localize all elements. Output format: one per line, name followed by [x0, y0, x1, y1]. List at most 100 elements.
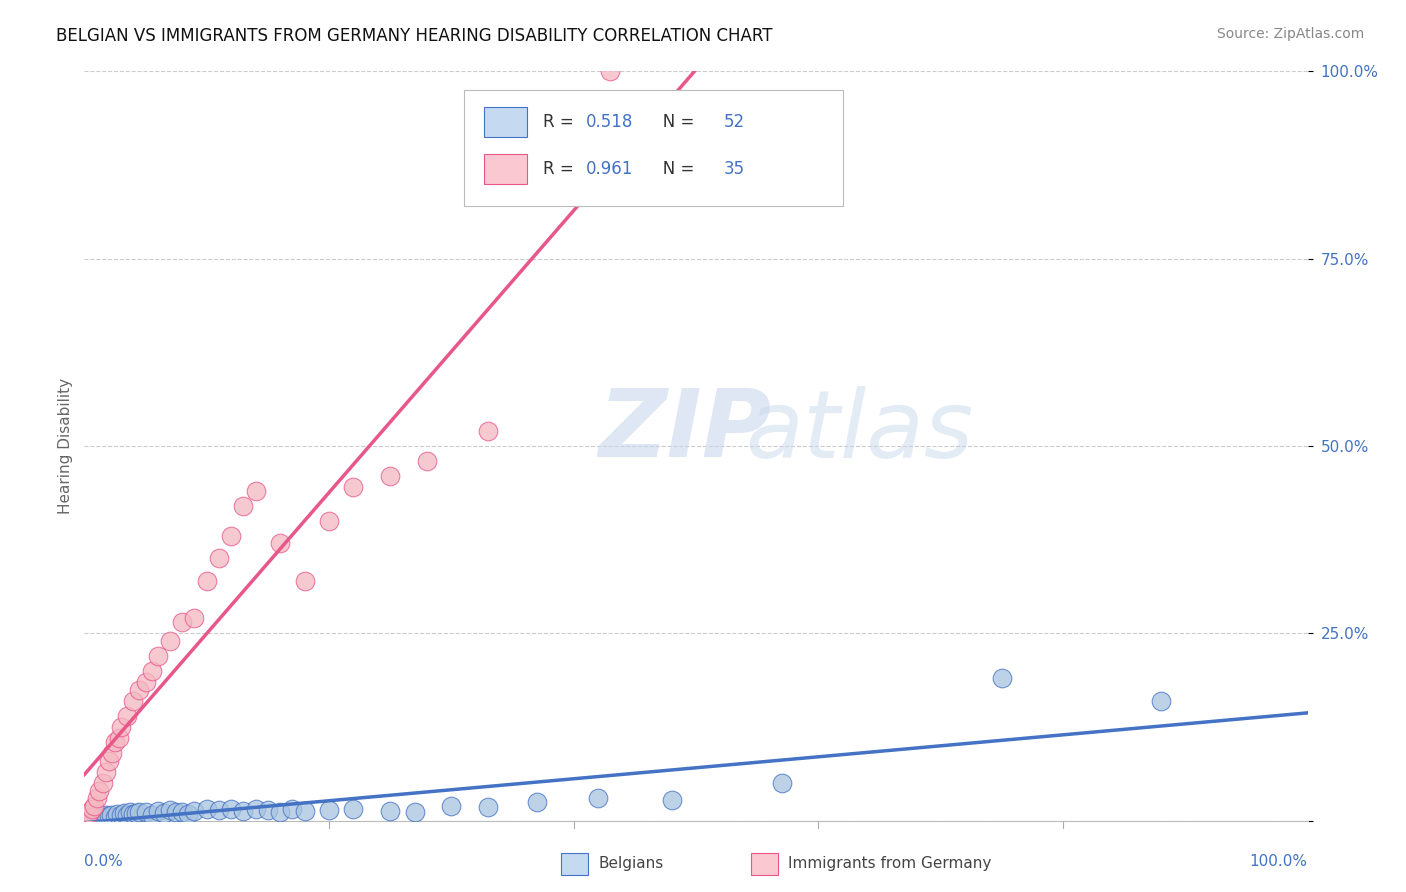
Text: N =: N =	[647, 160, 700, 178]
Point	[86, 791, 108, 805]
Point	[91, 776, 114, 790]
Text: 52: 52	[724, 113, 745, 131]
Point	[416, 454, 439, 468]
Point	[112, 806, 135, 821]
FancyBboxPatch shape	[484, 153, 527, 184]
Point	[128, 805, 150, 819]
Point	[245, 802, 267, 816]
Point	[128, 682, 150, 697]
Text: Belgians: Belgians	[598, 855, 664, 871]
Point	[269, 805, 291, 819]
Point	[77, 812, 100, 826]
Point	[172, 615, 194, 629]
Point	[661, 792, 683, 806]
Point	[87, 783, 110, 797]
Point	[232, 499, 254, 513]
Text: 35: 35	[724, 160, 745, 178]
Point	[82, 812, 104, 826]
Point	[97, 809, 120, 823]
Point	[101, 746, 124, 760]
Point	[318, 514, 340, 528]
Text: Source: ZipAtlas.com: Source: ZipAtlas.com	[1216, 27, 1364, 41]
Text: 0.961: 0.961	[586, 160, 633, 178]
FancyBboxPatch shape	[464, 90, 842, 206]
Point	[269, 536, 291, 550]
Point	[599, 64, 621, 78]
Point	[342, 480, 364, 494]
Point	[104, 810, 127, 824]
Point	[219, 529, 242, 543]
Point	[90, 811, 112, 825]
Point	[110, 808, 132, 822]
Point	[83, 798, 105, 813]
Point	[146, 648, 169, 663]
Point	[195, 802, 218, 816]
Point	[115, 807, 138, 822]
Point	[104, 735, 127, 749]
Text: 100.0%: 100.0%	[1250, 855, 1308, 870]
Point	[118, 805, 141, 820]
Point	[991, 671, 1014, 685]
FancyBboxPatch shape	[751, 853, 778, 875]
Text: 0.0%: 0.0%	[84, 855, 124, 870]
FancyBboxPatch shape	[484, 107, 527, 137]
Point	[135, 675, 157, 690]
Point	[110, 720, 132, 734]
Point	[318, 803, 340, 817]
Point	[135, 805, 157, 820]
Point	[245, 483, 267, 498]
Point	[183, 804, 205, 818]
Point	[380, 469, 402, 483]
Point	[294, 574, 316, 588]
Point	[219, 802, 242, 816]
Point	[122, 694, 145, 708]
Point	[208, 803, 231, 817]
Point	[105, 806, 128, 821]
Point	[257, 803, 280, 817]
Point	[77, 806, 100, 821]
Text: atlas: atlas	[745, 385, 973, 476]
Point	[294, 804, 316, 818]
Point	[83, 811, 105, 825]
Point	[87, 810, 110, 824]
Text: 0.518: 0.518	[586, 113, 633, 131]
Point	[125, 806, 148, 821]
Y-axis label: Hearing Disability: Hearing Disability	[58, 378, 73, 514]
FancyBboxPatch shape	[561, 853, 588, 875]
Point	[281, 802, 304, 816]
Point	[232, 804, 254, 818]
Point	[770, 776, 793, 790]
Text: Immigrants from Germany: Immigrants from Germany	[787, 855, 991, 871]
Point	[208, 551, 231, 566]
Point	[177, 806, 200, 821]
Point	[79, 811, 101, 825]
Point	[477, 800, 499, 814]
Point	[96, 764, 118, 779]
Point	[100, 807, 122, 822]
Point	[380, 804, 402, 818]
Point	[115, 708, 138, 723]
Point	[94, 810, 117, 824]
Point	[342, 802, 364, 816]
Point	[440, 798, 463, 813]
Point	[159, 633, 181, 648]
Point	[146, 804, 169, 818]
Text: ZIP: ZIP	[598, 385, 770, 477]
Point	[86, 811, 108, 825]
Text: N =: N =	[647, 113, 700, 131]
Point	[76, 810, 98, 824]
Point	[172, 805, 194, 819]
Point	[165, 805, 187, 820]
Point	[107, 731, 129, 746]
Point	[141, 807, 163, 822]
Point	[97, 754, 120, 768]
Point	[80, 802, 103, 816]
Point	[96, 808, 118, 822]
Point	[195, 574, 218, 588]
Point	[153, 806, 176, 821]
Point	[122, 806, 145, 821]
Text: R =: R =	[543, 113, 579, 131]
Text: R =: R =	[543, 160, 579, 178]
Point	[159, 803, 181, 817]
Point	[76, 813, 98, 827]
